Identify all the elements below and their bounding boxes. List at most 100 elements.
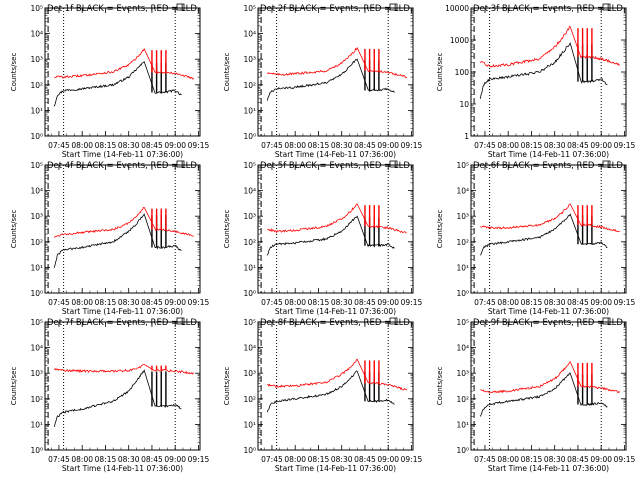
y-tick-label: 10⁴ xyxy=(30,187,43,196)
y-axis-label: Counts/sec xyxy=(436,210,444,249)
y-tick-label: 10⁵ xyxy=(30,318,43,327)
x-tick-label: 09:00 xyxy=(164,298,186,307)
x-tick-label: 08:30 xyxy=(118,298,140,307)
x-tick-label: 09:00 xyxy=(377,455,399,464)
y-tick-label: 10⁴ xyxy=(243,344,256,353)
y-axis-label: Counts/sec xyxy=(223,210,231,249)
y-tick-label: 10¹ xyxy=(243,420,256,429)
x-tick-label: 08:15 xyxy=(308,298,330,307)
x-tick-label: 09:00 xyxy=(590,141,612,150)
lld-series-line xyxy=(267,203,407,234)
x-tick-label: 08:00 xyxy=(497,141,519,150)
x-tick-label: 09:15 xyxy=(614,455,636,464)
plot-frame xyxy=(44,7,201,137)
y-tick-label: 10⁴ xyxy=(30,30,43,39)
plot-frame xyxy=(44,164,201,294)
y-tick-label: 10⁰ xyxy=(30,289,43,298)
title-marker xyxy=(176,317,185,325)
x-tick-label: 08:00 xyxy=(71,298,93,307)
events-series-line xyxy=(266,58,395,101)
title-marker xyxy=(176,160,185,168)
y-tick-label: 10¹ xyxy=(243,263,256,272)
y-axis-label: Counts/sec xyxy=(10,367,18,406)
x-tick-label: 08:00 xyxy=(284,141,306,150)
y-tick-label: 10⁴ xyxy=(456,187,469,196)
y-tick-label: 10³ xyxy=(30,55,43,64)
detector-panel-2: Det 2f BLACK = Events, RED = LLD 10⁰ 10¹ 10… xyxy=(223,3,423,159)
y-tick-label: 10⁴ xyxy=(30,344,43,353)
y-tick-label: 10³ xyxy=(456,369,469,378)
y-tick-label: 100 xyxy=(455,68,470,77)
y-tick-label: 1 xyxy=(464,132,469,141)
x-axis-label: Start Time (14-Feb-11 07:36:00) xyxy=(275,150,396,159)
title-marker xyxy=(389,317,398,325)
x-tick-label: 09:15 xyxy=(614,298,636,307)
events-series-line xyxy=(266,215,395,256)
panel-title: Det 8f BLACK = Events, RED = LLD xyxy=(260,318,410,328)
x-tick-label: 08:00 xyxy=(284,455,306,464)
x-tick-label: 08:30 xyxy=(544,141,566,150)
x-tick-label: 08:30 xyxy=(118,455,140,464)
x-tick-label: 07:45 xyxy=(48,141,70,150)
panel-title: Det 6f BLACK = Events, RED = LLD xyxy=(473,161,623,171)
y-tick-label: 10 xyxy=(459,100,469,109)
plot-frame xyxy=(257,321,414,451)
lld-series-line xyxy=(480,203,620,233)
x-axis-label: Start Time (14-Feb-11 07:36:00) xyxy=(62,150,183,159)
x-tick-label: 09:15 xyxy=(401,141,423,150)
y-axis-label: Counts/sec xyxy=(436,367,444,406)
x-tick-label: 09:00 xyxy=(377,141,399,150)
y-axis-label: Counts/sec xyxy=(223,53,231,92)
x-tick-label: 09:15 xyxy=(188,455,210,464)
x-tick-label: 07:45 xyxy=(474,141,496,150)
x-tick-label: 08:15 xyxy=(521,298,543,307)
x-tick-label: 08:45 xyxy=(354,298,376,307)
detector-panel-9: Det 9f BLACK = Events, RED = LLD 10⁰ 10¹ 10… xyxy=(436,317,636,473)
plot-frame xyxy=(257,164,414,294)
y-axis-label: Counts/sec xyxy=(223,367,231,406)
y-tick-label: 1000 xyxy=(450,36,469,45)
events-series-line xyxy=(479,42,608,99)
y-tick-label: 10⁰ xyxy=(456,446,469,455)
x-tick-label: 07:45 xyxy=(474,455,496,464)
y-tick-label: 10⁰ xyxy=(30,132,43,141)
title-marker xyxy=(176,3,185,11)
detector-panel-1: Det 1f BLACK = Events, RED = LLD 10⁰ 10¹ 10… xyxy=(10,3,209,159)
x-tick-label: 08:15 xyxy=(95,141,117,150)
plot-frame xyxy=(257,7,414,137)
panel-title: Det 9f BLACK = Events, RED = LLD xyxy=(473,318,623,328)
x-tick-label: 08:45 xyxy=(567,455,589,464)
y-tick-label: 10⁵ xyxy=(243,4,256,13)
x-tick-label: 08:45 xyxy=(141,455,163,464)
x-tick-label: 09:00 xyxy=(164,141,186,150)
detector-panel-3: Det 3f BLACK = Events, RED = LLD 1 10 100 10… xyxy=(436,3,635,159)
y-tick-label: 10³ xyxy=(243,212,256,221)
y-tick-label: 10² xyxy=(30,395,43,404)
x-tick-label: 08:00 xyxy=(497,455,519,464)
panel-title: Det 3f BLACK = Events, RED = LLD xyxy=(473,4,623,14)
x-tick-label: 09:00 xyxy=(377,298,399,307)
events-series-line xyxy=(266,370,395,413)
plot-frame xyxy=(470,164,627,294)
y-tick-label: 10³ xyxy=(243,369,256,378)
y-tick-label: 10⁵ xyxy=(243,318,256,327)
x-tick-label: 09:15 xyxy=(188,298,210,307)
x-tick-label: 08:15 xyxy=(95,298,117,307)
x-tick-label: 08:30 xyxy=(544,455,566,464)
y-tick-label: 10000 xyxy=(445,4,469,13)
y-tick-label: 10⁰ xyxy=(456,289,469,298)
detector-panel-4: Det 4f BLACK = Events, RED = LLD 10⁰ 10¹ 10… xyxy=(10,160,210,316)
x-tick-label: 07:45 xyxy=(261,455,283,464)
events-series-line xyxy=(479,213,608,256)
y-tick-label: 10² xyxy=(30,81,43,90)
y-tick-label: 10² xyxy=(243,395,256,404)
x-tick-label: 07:45 xyxy=(48,298,70,307)
x-tick-label: 07:45 xyxy=(48,455,70,464)
x-tick-label: 08:30 xyxy=(544,298,566,307)
y-tick-label: 10¹ xyxy=(456,263,469,272)
x-axis-label: Start Time (14-Feb-11 07:36:00) xyxy=(62,307,183,316)
x-tick-label: 08:15 xyxy=(308,455,330,464)
x-tick-label: 07:45 xyxy=(474,298,496,307)
events-series-line xyxy=(53,213,182,268)
